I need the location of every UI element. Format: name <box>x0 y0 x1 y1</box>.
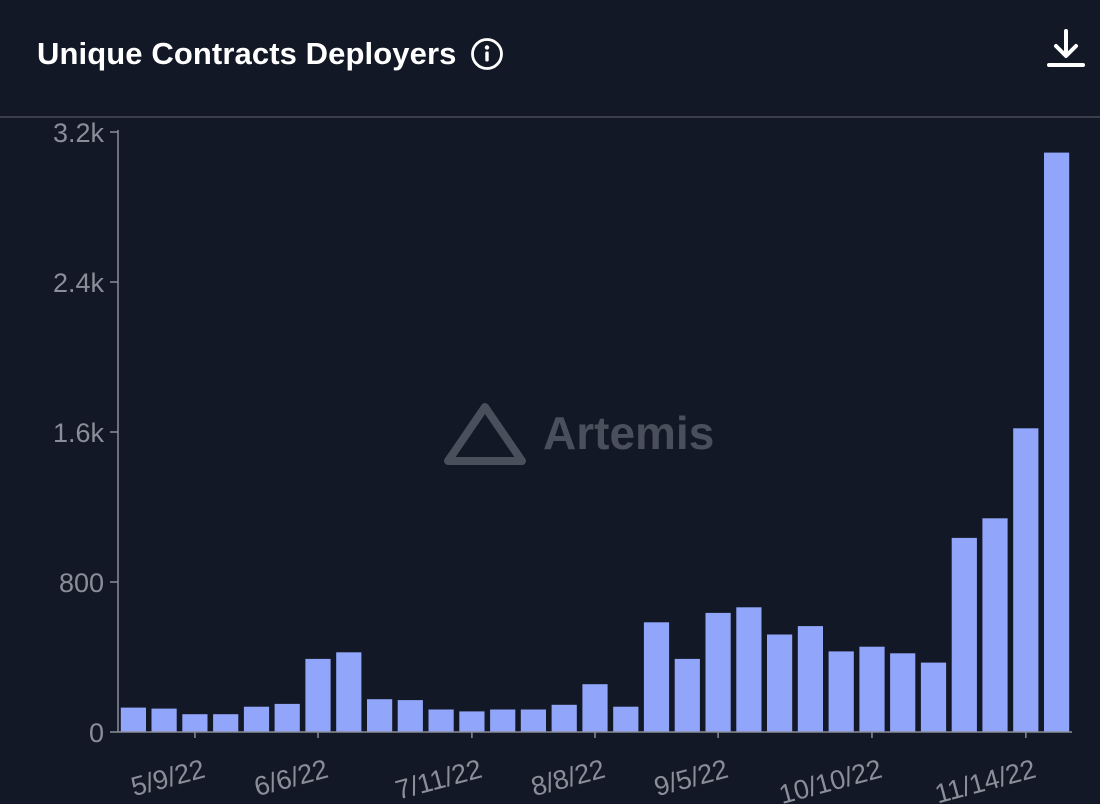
watermark: Artemis <box>444 403 714 465</box>
bar[interactable] <box>520 709 546 733</box>
download-icon[interactable] <box>1046 28 1086 70</box>
bar[interactable] <box>582 684 608 732</box>
y-tick-label: 2.4k <box>53 268 105 298</box>
y-tick-label: 1.6k <box>53 418 105 448</box>
bar[interactable] <box>551 704 577 732</box>
bar[interactable] <box>151 708 177 732</box>
info-circle-icon[interactable] <box>470 37 504 71</box>
bar[interactable] <box>767 634 793 733</box>
bar[interactable] <box>305 658 331 732</box>
bar[interactable] <box>613 706 639 732</box>
bars-group <box>120 152 1070 733</box>
x-tick-label: 9/5/22 <box>651 754 731 802</box>
x-tick-label: 7/11/22 <box>392 754 485 804</box>
x-tick-label: 11/14/22 <box>932 754 1039 804</box>
bar[interactable] <box>274 703 300 732</box>
bar[interactable] <box>797 626 823 732</box>
x-axis: 5/9/22 6/6/22 7/11/22 8/8/22 9/5/22 10/10/22 1… <box>118 731 1072 804</box>
bar[interactable] <box>120 707 146 732</box>
bar[interactable] <box>705 612 731 732</box>
bar[interactable] <box>367 699 393 732</box>
bar[interactable] <box>828 651 854 732</box>
bar[interactable] <box>1044 152 1070 733</box>
bar[interactable] <box>397 700 423 732</box>
y-axis: 0 800 1.6k 2.4k 3.2k <box>53 118 119 748</box>
bar[interactable] <box>859 646 885 732</box>
bar[interactable] <box>674 658 700 732</box>
x-tick-label: 5/9/22 <box>128 754 208 802</box>
chart-header: Unique Contracts Deployers <box>0 0 1100 118</box>
bar[interactable] <box>1013 428 1039 733</box>
bar[interactable] <box>643 622 670 732</box>
bar[interactable] <box>243 706 270 732</box>
x-tick-label: 8/8/22 <box>528 754 608 802</box>
bar[interactable] <box>736 607 762 732</box>
watermark-text: Artemis <box>543 407 714 459</box>
bar[interactable] <box>982 518 1008 733</box>
bar[interactable] <box>459 711 485 732</box>
bar[interactable] <box>428 709 454 733</box>
y-tick-label: 0 <box>89 718 104 748</box>
y-tick-label: 800 <box>59 568 104 598</box>
chart-title: Unique Contracts Deployers <box>37 36 457 71</box>
bar[interactable] <box>951 537 977 732</box>
bar[interactable] <box>336 652 362 732</box>
bar[interactable] <box>490 709 516 733</box>
x-tick-label: 6/6/22 <box>251 754 331 802</box>
bar[interactable] <box>182 714 208 732</box>
bar[interactable] <box>920 662 947 732</box>
bar[interactable] <box>213 714 239 732</box>
y-tick-label: 3.2k <box>53 118 105 148</box>
x-tick-label: 10/10/22 <box>776 754 885 804</box>
title-group: Unique Contracts Deployers <box>37 36 504 72</box>
triangle-logo-icon <box>444 403 526 465</box>
bar[interactable] <box>890 653 916 733</box>
